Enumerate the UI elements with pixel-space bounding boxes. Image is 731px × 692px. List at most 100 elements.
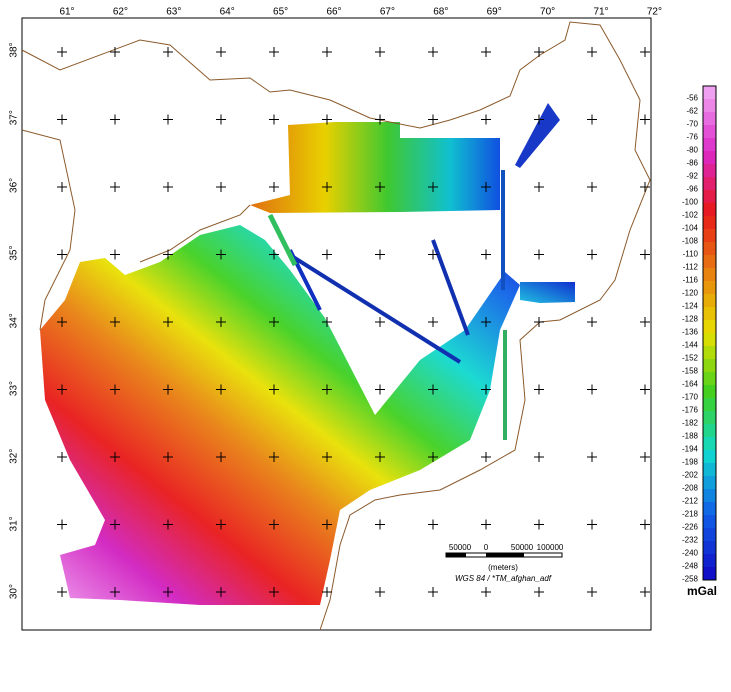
graticule-cross [481, 47, 491, 57]
graticule-cross [322, 182, 332, 192]
legend-label: -258 [682, 575, 699, 584]
graticule-cross [216, 114, 226, 125]
graticule-cross [110, 182, 120, 192]
graticule-cross [110, 114, 120, 125]
legend-label: -158 [682, 367, 699, 376]
graticule-cross [534, 182, 544, 192]
scale-tick: 50000 [449, 543, 472, 552]
graticule-cross [375, 47, 385, 57]
graticule-cross [428, 587, 438, 597]
graticule-cross [57, 182, 67, 192]
graticule-cross [428, 182, 438, 192]
latitude-label: 33° [9, 381, 20, 396]
projection: WGS 84 / *TM_afghan_adf [455, 574, 552, 583]
survey-main [40, 225, 520, 605]
scale-tick: 0 [484, 543, 489, 552]
legend-label: -128 [682, 315, 699, 324]
scale-bar [446, 553, 466, 557]
graticule-cross [57, 114, 67, 125]
graticule-cross [481, 317, 491, 327]
graticule-cross [428, 452, 438, 462]
longitude-label: 68° [433, 7, 448, 18]
legend-label: -108 [682, 237, 699, 246]
graticule-cross [587, 452, 597, 462]
graticule-cross [110, 47, 120, 57]
survey-east [520, 282, 575, 303]
graticule-cross [587, 587, 597, 597]
graticule-cross [640, 587, 650, 597]
longitude-label: 62° [113, 7, 128, 18]
graticule-cross [57, 452, 67, 462]
graticule-cross [110, 249, 120, 260]
legend-swatch [703, 359, 716, 372]
scale-unit: (meters) [488, 563, 518, 572]
graticule-cross [534, 47, 544, 57]
graticule-cross [322, 47, 332, 57]
graticule-cross [428, 47, 438, 57]
graticule-cross [322, 317, 332, 327]
legend-label: -182 [682, 419, 699, 428]
legend-label: -232 [682, 536, 699, 545]
graticule-cross [322, 452, 332, 462]
graticule-cross [322, 519, 332, 530]
legend-label: -124 [682, 302, 699, 311]
legend-label: -80 [686, 146, 698, 155]
legend-swatch [703, 398, 716, 411]
graticule-cross [640, 47, 650, 57]
longitude-label: 67° [380, 7, 395, 18]
graticule-cross [640, 452, 650, 462]
legend-swatch [703, 424, 716, 437]
longitude-label: 63° [166, 7, 181, 18]
graticule-cross [322, 384, 332, 395]
graticule-cross [534, 519, 544, 530]
legend-label: -120 [682, 289, 699, 298]
latitude-label: 35° [9, 246, 20, 261]
graticule-cross [269, 47, 279, 57]
legend-label: -188 [682, 432, 699, 441]
scale-tick: 50000 [511, 543, 534, 552]
legend-label: -248 [682, 562, 699, 571]
graticule-cross [534, 317, 544, 327]
graticule-cross [216, 249, 226, 260]
legend-swatch [703, 216, 716, 229]
latitude-label: 34° [9, 313, 20, 328]
graticule-cross [640, 249, 650, 260]
longitude-label: 65° [273, 7, 288, 18]
graticule-cross [269, 317, 279, 327]
graticule-cross [110, 587, 120, 597]
graticule-cross [163, 114, 173, 125]
legend-swatch [703, 255, 716, 268]
graticule-cross [375, 249, 385, 260]
graticule-cross [269, 452, 279, 462]
graticule-cross [216, 182, 226, 192]
graticule-cross [375, 182, 385, 192]
graticule-cross [428, 249, 438, 260]
graticule-cross [163, 384, 173, 395]
graticule-cross [57, 587, 67, 597]
graticule-cross [269, 519, 279, 530]
graticule-cross [216, 384, 226, 395]
graticule-cross [481, 587, 491, 597]
legend-label: -76 [686, 133, 698, 142]
legend-label: -152 [682, 354, 699, 363]
legend-label: -170 [682, 393, 699, 402]
legend-swatch [703, 502, 716, 515]
survey-line [288, 253, 462, 364]
legend-label: -194 [682, 445, 699, 454]
graticule-cross [110, 317, 120, 327]
graticule-cross [110, 519, 120, 530]
graticule-cross [163, 519, 173, 530]
graticule-cross [481, 452, 491, 462]
graticule-cross [534, 587, 544, 597]
graticule-cross [163, 249, 173, 260]
legend-swatch [703, 567, 716, 580]
legend-label: -164 [682, 380, 699, 389]
graticule-cross [216, 317, 226, 327]
legend-swatch [703, 411, 716, 424]
survey-north [250, 122, 500, 213]
legend-swatch [703, 151, 716, 164]
graticule-cross [428, 114, 438, 125]
legend-swatch [703, 333, 716, 346]
legend-swatch [703, 515, 716, 528]
legend-label: -226 [682, 523, 699, 532]
